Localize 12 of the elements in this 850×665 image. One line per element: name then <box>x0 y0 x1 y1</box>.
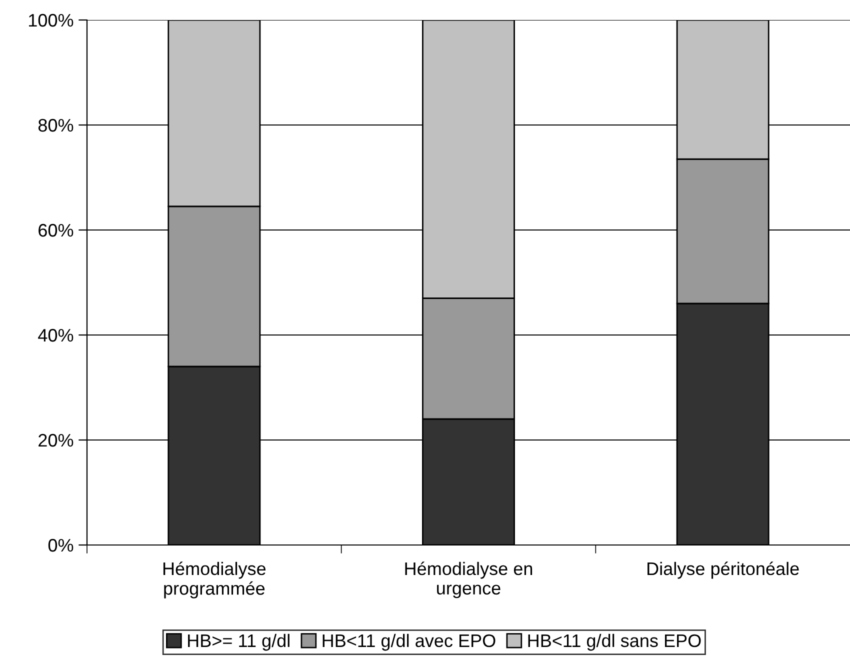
y-tick-label: 0% <box>48 538 74 552</box>
legend-label: HB<11 g/dl sans EPO <box>528 634 701 651</box>
y-tick-label: 80% <box>38 118 74 132</box>
y-tick-label: 20% <box>38 434 74 447</box>
y-tick-label: 40% <box>38 328 74 342</box>
x-tick-label: Hémodialyse en urgence <box>405 562 532 598</box>
legend-label: HB<11 g/dl avec EPO <box>322 634 496 651</box>
x-tick-label: Hémodialyse programmée <box>163 562 266 598</box>
y-tick-label: 100% <box>29 14 74 27</box>
legend-label: HB>= 11 g/dl <box>188 634 290 651</box>
x-tick-label: Dialyse péritonéale <box>648 562 799 579</box>
y-tick-label: 60% <box>38 224 74 237</box>
